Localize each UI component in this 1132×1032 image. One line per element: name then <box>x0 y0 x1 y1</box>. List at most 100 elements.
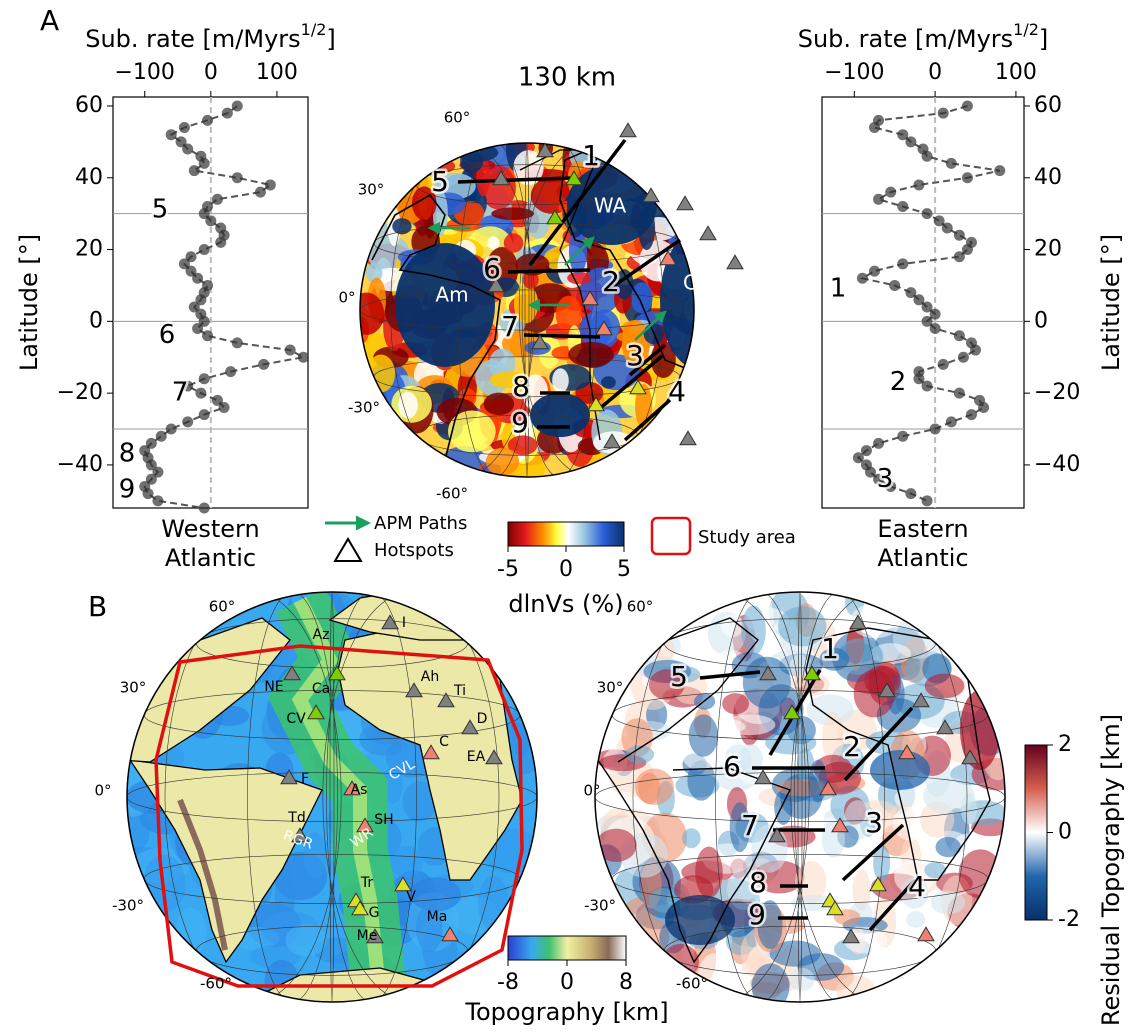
texture-blob <box>568 342 614 367</box>
colorbar-tick-label: 0 <box>1058 820 1072 845</box>
colorbar-tick-label: -8 <box>497 970 519 995</box>
data-point <box>966 409 977 420</box>
latitude-label: -30° <box>348 399 380 417</box>
texture-blob <box>392 218 411 234</box>
legend-triangle <box>335 539 361 561</box>
y-tick-label: −20 <box>1034 380 1080 405</box>
texture-blob <box>398 392 417 419</box>
data-point <box>922 151 933 162</box>
data-point <box>954 388 965 399</box>
texture-blob <box>487 236 499 249</box>
texture-blob <box>120 813 150 851</box>
legend-label: Hotspots <box>374 540 454 561</box>
x-tick-label: 0 <box>204 60 218 85</box>
profile-annotation: 7 <box>172 378 189 408</box>
latitude-label: -60° <box>200 975 232 993</box>
x-axis-label: Sub. rate [m/Myrs1/2] <box>798 20 1049 54</box>
texture-blob <box>743 657 791 709</box>
data-point <box>922 208 933 219</box>
profile-line <box>524 335 600 337</box>
data-point <box>219 402 230 413</box>
profile-label: 1 <box>582 139 600 172</box>
y-tick-label: −20 <box>57 380 103 405</box>
hotspot-label: C <box>439 734 449 750</box>
colorbar-label: Residual Topography [km] <box>1097 714 1125 1026</box>
latitude-label: 0° <box>338 289 355 307</box>
legend-label: Study area <box>698 527 796 548</box>
chart-caption: Atlantic <box>165 544 256 572</box>
texture-blob <box>924 862 946 878</box>
latitude-label: 0° <box>583 782 600 800</box>
data-point <box>195 388 206 399</box>
hotspot <box>680 431 696 445</box>
profile-label: 1 <box>821 632 839 665</box>
region-label: Am <box>435 283 468 307</box>
data-point <box>930 323 941 334</box>
data-point <box>156 431 167 442</box>
chart-caption: Eastern <box>877 515 968 543</box>
globe-texture <box>588 585 1022 1014</box>
texture-blob <box>936 837 961 857</box>
texture-blob <box>724 714 775 735</box>
data-point <box>962 100 973 111</box>
profile-label: 5 <box>670 660 688 693</box>
data-point <box>232 337 243 348</box>
y-tick-label: 40 <box>75 165 103 190</box>
y-tick-label: 40 <box>1034 165 1062 190</box>
data-point <box>913 179 924 190</box>
colorbar-tick-label: 2 <box>1058 732 1072 757</box>
hotspot-label: Tr <box>360 875 373 891</box>
colorbar <box>508 522 624 546</box>
data-point <box>897 431 908 442</box>
hotspot-label: V <box>406 889 416 905</box>
profile-label: 3 <box>626 339 644 372</box>
data-point <box>994 165 1005 176</box>
chart-caption: Atlantic <box>877 544 968 572</box>
latitude-label: 60° <box>444 109 471 127</box>
texture-blob <box>789 968 815 991</box>
region-label: WA <box>594 194 627 218</box>
map-title: 130 km <box>518 63 616 93</box>
latitude-label: 60° <box>627 598 654 616</box>
texture-blob <box>635 769 674 805</box>
slow-anomaly <box>530 393 590 437</box>
hotspot-label: NE <box>264 679 283 695</box>
colorbar <box>1025 745 1047 920</box>
data-point <box>869 122 880 133</box>
texture-blob <box>556 296 582 333</box>
profile-line <box>508 270 590 272</box>
data-point <box>222 108 233 119</box>
data-point <box>905 488 916 499</box>
data-point <box>922 380 933 391</box>
y-tick-label: 20 <box>1034 237 1062 262</box>
texture-blob <box>504 233 524 252</box>
y-tick-label: 0 <box>1034 308 1048 333</box>
data-point <box>942 223 953 234</box>
data-point <box>897 258 908 269</box>
x-axis-label-part: ] <box>326 25 335 53</box>
y-tick-label: −40 <box>1034 452 1080 477</box>
profile-label: 8 <box>749 866 767 899</box>
legend-label: APM Paths <box>374 513 467 534</box>
texture-blob <box>752 964 790 1010</box>
texture-blob <box>367 355 395 393</box>
data-point <box>873 438 884 449</box>
data-point <box>258 359 269 370</box>
hotspot-label: Ca <box>312 681 330 697</box>
profile-label: 9 <box>748 898 766 931</box>
texture-blob <box>682 828 700 848</box>
data-point <box>946 158 957 169</box>
hotspot-label: Ma <box>427 909 448 925</box>
data-point <box>202 115 213 126</box>
hotspot-label: As <box>351 782 368 798</box>
data-point <box>885 187 896 198</box>
hotspot <box>620 123 636 137</box>
x-tick-label: 0 <box>928 60 942 85</box>
tomography-globe: 130 km <box>349 63 740 485</box>
x-axis-label: Sub. rate [m/Myrs1/2] <box>85 20 336 54</box>
data-point <box>954 330 965 341</box>
profile-label: 2 <box>602 265 620 298</box>
profile-label: 2 <box>843 730 861 763</box>
hotspot-label: D <box>477 711 488 727</box>
data-point <box>922 495 933 506</box>
